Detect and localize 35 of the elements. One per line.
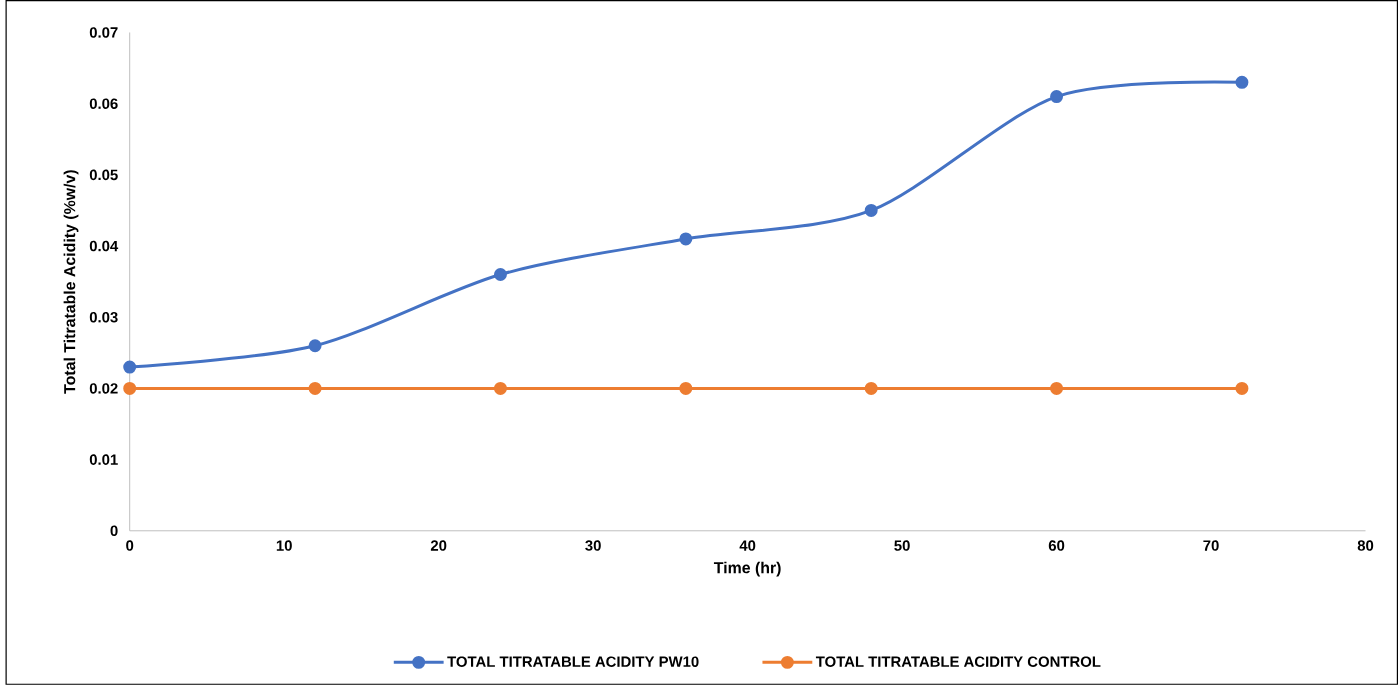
x-tick-label: 40 bbox=[739, 540, 756, 551]
point bbox=[1050, 90, 1064, 104]
point bbox=[864, 204, 878, 217]
x-tick-label: 30 bbox=[585, 540, 601, 551]
point bbox=[864, 382, 878, 395]
x-tick-label: 20 bbox=[430, 540, 447, 551]
point bbox=[1235, 75, 1249, 89]
point bbox=[1235, 382, 1249, 395]
x-tick-label: 10 bbox=[276, 540, 292, 551]
point bbox=[493, 382, 507, 395]
y-tick-label: 0.03 bbox=[89, 312, 118, 323]
x-tick-label: 50 bbox=[894, 540, 910, 551]
x-tick-label: 80 bbox=[1357, 540, 1374, 551]
y-axis-title: Total Titratable Acidity (%w/v) bbox=[63, 170, 79, 394]
point bbox=[1050, 382, 1064, 395]
y-tick-label: 0.05 bbox=[89, 169, 118, 181]
legend-label: TOTAL TITRATABLE ACIDITY PW10 bbox=[447, 656, 699, 668]
y-tick-label: 0.01 bbox=[89, 454, 118, 465]
y-tick-label: 0.07 bbox=[89, 27, 118, 38]
x-tick-label: 60 bbox=[1048, 540, 1065, 551]
x-tick-label: 70 bbox=[1203, 540, 1219, 551]
point bbox=[679, 382, 693, 395]
y-tick-label: 0 bbox=[110, 525, 118, 537]
point bbox=[493, 268, 507, 282]
x-tick-label: 0 bbox=[126, 540, 134, 551]
point bbox=[308, 339, 322, 353]
y-tick-label: 0.06 bbox=[89, 98, 118, 109]
legend-label: TOTAL TITRATABLE ACIDITY CONTROL bbox=[815, 656, 1101, 668]
point bbox=[308, 382, 322, 395]
point bbox=[679, 232, 693, 246]
x-axis-title: Time (hr) bbox=[713, 561, 781, 577]
point bbox=[123, 382, 137, 395]
point bbox=[123, 360, 137, 374]
y-tick-label: 0.02 bbox=[89, 383, 118, 394]
y-tick-label: 0.04 bbox=[89, 240, 119, 252]
